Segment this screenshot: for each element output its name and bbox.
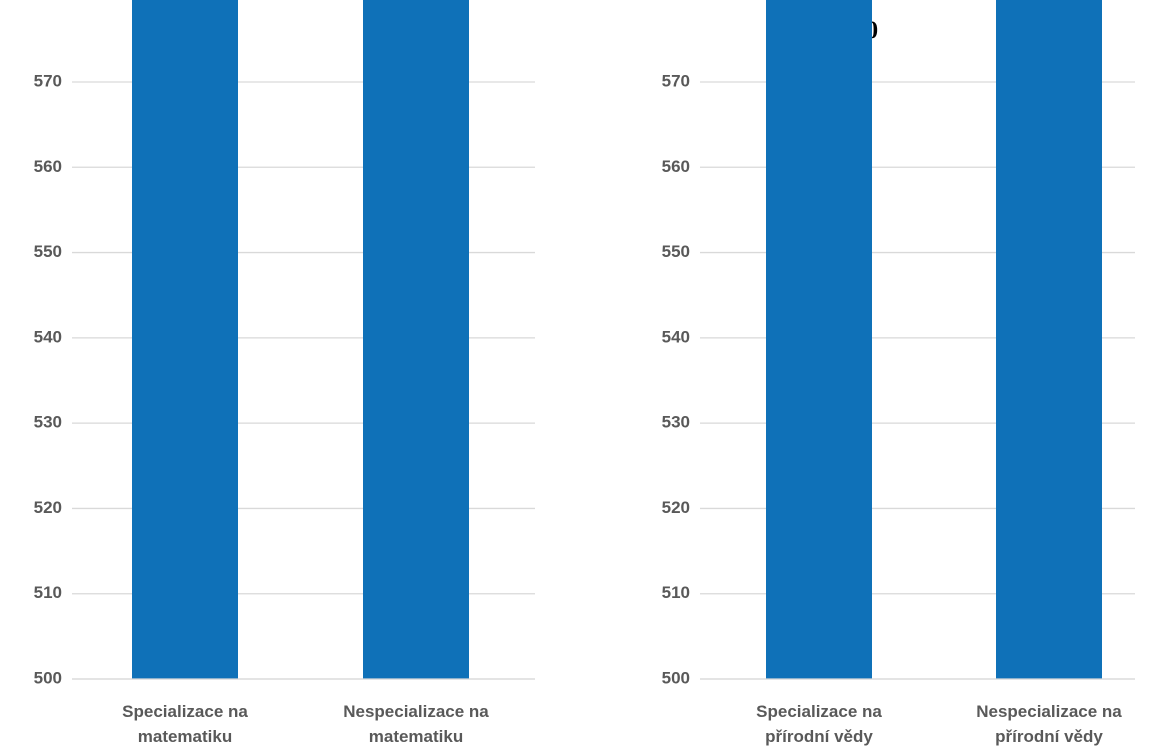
x-tick-label: Specializace na matematiku — [122, 702, 248, 746]
bar-segment — [996, 0, 1102, 679]
x-tick-line: Nespecializace na — [976, 702, 1122, 721]
y-tick-label: 550 — [662, 242, 690, 261]
x-tick-label: Nespecializace na matematiku — [343, 702, 489, 746]
y-tick-label: 520 — [34, 498, 62, 517]
y-tick-label: 570 — [34, 71, 62, 90]
y-tick-label: 540 — [662, 327, 690, 346]
y-tick-label: 570 — [662, 71, 690, 90]
y-tick-label: 550 — [34, 242, 62, 261]
x-tick-line: matematiku — [138, 727, 232, 746]
chart: Graf č. 30500510520530540550560570Specia… — [662, 0, 1135, 746]
y-tick-label: 500 — [662, 668, 690, 687]
y-tick-label: 500 — [34, 668, 62, 687]
y-tick-label: 520 — [662, 498, 690, 517]
y-tick-label: 510 — [34, 583, 62, 602]
x-tick-label: Specializace na přírodní vědy — [756, 702, 882, 746]
x-tick-label: Nespecializace na přírodní vědy — [976, 702, 1122, 746]
y-tick-label: 530 — [662, 413, 690, 432]
x-tick-line: přírodní vědy — [765, 727, 873, 746]
x-tick-line: přírodní vědy — [995, 727, 1103, 746]
y-tick-label: 510 — [662, 583, 690, 602]
x-tick-line: matematiku — [369, 727, 463, 746]
x-tick-line: Specializace na — [122, 702, 248, 721]
bar-segment — [766, 0, 872, 679]
bar-segment — [363, 0, 469, 679]
chart: Graf č. 29500510520530540550560570Specia… — [34, 0, 535, 746]
x-tick-line: Specializace na — [756, 702, 882, 721]
y-tick-label: 540 — [34, 327, 62, 346]
y-tick-label: 530 — [34, 413, 62, 432]
y-tick-label: 560 — [662, 157, 690, 176]
x-tick-line: Nespecializace na — [343, 702, 489, 721]
bar-segment — [132, 0, 238, 680]
y-tick-label: 560 — [34, 157, 62, 176]
